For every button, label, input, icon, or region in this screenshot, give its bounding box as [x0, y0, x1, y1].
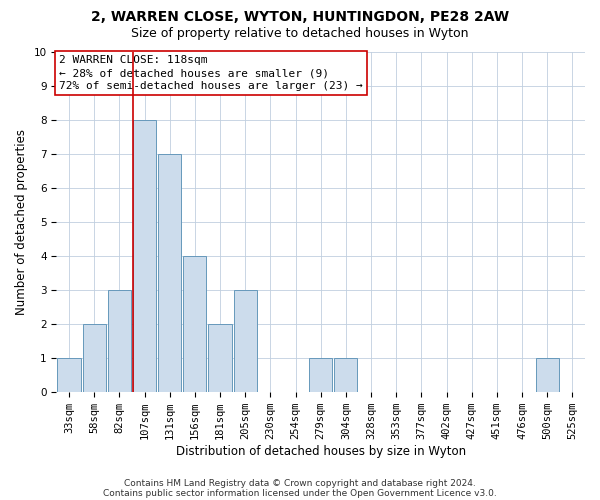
Bar — [183, 256, 206, 392]
Y-axis label: Number of detached properties: Number of detached properties — [15, 128, 28, 314]
Text: Contains public sector information licensed under the Open Government Licence v3: Contains public sector information licen… — [103, 488, 497, 498]
Text: Size of property relative to detached houses in Wyton: Size of property relative to detached ho… — [131, 28, 469, 40]
X-axis label: Distribution of detached houses by size in Wyton: Distribution of detached houses by size … — [176, 444, 466, 458]
Bar — [208, 324, 232, 392]
Bar — [83, 324, 106, 392]
Bar — [133, 120, 156, 392]
Bar — [58, 358, 80, 392]
Bar — [334, 358, 358, 392]
Bar — [233, 290, 257, 392]
Bar — [309, 358, 332, 392]
Text: 2, WARREN CLOSE, WYTON, HUNTINGDON, PE28 2AW: 2, WARREN CLOSE, WYTON, HUNTINGDON, PE28… — [91, 10, 509, 24]
Bar — [108, 290, 131, 392]
Bar — [536, 358, 559, 392]
Bar — [158, 154, 181, 392]
Text: 2 WARREN CLOSE: 118sqm
← 28% of detached houses are smaller (9)
72% of semi-deta: 2 WARREN CLOSE: 118sqm ← 28% of detached… — [59, 55, 363, 92]
Text: Contains HM Land Registry data © Crown copyright and database right 2024.: Contains HM Land Registry data © Crown c… — [124, 478, 476, 488]
